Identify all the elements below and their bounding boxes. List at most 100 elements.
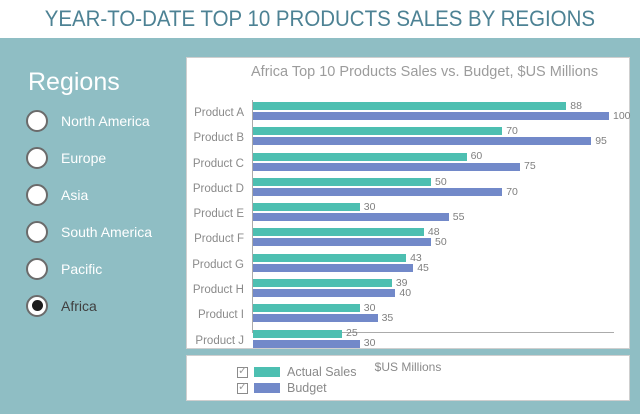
- radio-icon[interactable]: [26, 183, 48, 206]
- bar-row-product-b: Product B 70 95: [194, 125, 614, 150]
- radio-dot-icon: [32, 115, 43, 126]
- legend-items: ✓ Actual Sales ✓ Budget: [237, 365, 356, 397]
- actual-sales-bar: [253, 203, 360, 212]
- legend-label: Actual Sales: [287, 365, 357, 379]
- axis-caption: $US Millions: [374, 360, 442, 374]
- bar-value-label: 50: [435, 175, 447, 188]
- actual-sales-bar: [253, 329, 342, 338]
- budget-bar-line: 70: [253, 185, 614, 198]
- budget-bar-line: 75: [253, 160, 614, 173]
- budget-bar-line: 30: [253, 337, 614, 350]
- actual-sales-bar-line: 43: [253, 253, 614, 263]
- bar-row-product-i: Product I 30 35: [198, 302, 614, 327]
- bar-value-label: 70: [506, 185, 518, 198]
- legend-item-budget[interactable]: ✓ Budget: [237, 381, 356, 395]
- region-option-europe[interactable]: Europe: [26, 139, 186, 176]
- actual-sales-bar-line: 30: [253, 202, 614, 212]
- actual-sales-bar-line: 30: [253, 302, 614, 315]
- bar-value-label: 88: [570, 99, 582, 112]
- category-label: Product D: [192, 182, 244, 195]
- actual-sales-bar: [253, 228, 424, 237]
- checkbox-icon[interactable]: ✓: [237, 365, 248, 378]
- bar-value-label: 75: [524, 160, 536, 173]
- legend-panel: $US Millions ✓ Actual Sales ✓ Budget: [186, 355, 630, 401]
- radio-icon[interactable]: [26, 220, 48, 243]
- regions-heading: Regions: [28, 68, 120, 96]
- budget-bar: [253, 112, 609, 120]
- region-option-africa[interactable]: Africa: [26, 287, 186, 324]
- bar-row-product-d: Product D 50 70: [193, 175, 614, 201]
- region-option-label: North America: [61, 112, 150, 129]
- radio-dot-icon: [32, 226, 43, 237]
- actual-sales-bar-line: 70: [253, 125, 614, 138]
- category-label: Product J: [195, 334, 244, 347]
- bar-row-product-j: Product J 25 30: [195, 327, 614, 353]
- bar-value-label: 50: [435, 236, 447, 249]
- bar-chart-plot: Product A 88 100 Product B 70 95 Product C 60 75…: [192, 99, 631, 348]
- region-option-label: South America: [61, 223, 153, 240]
- bar-row-product-g: Product G 43 45: [192, 253, 614, 277]
- page-title: YEAR-TO-DATE TOP 10 PRODUCTS SALES BY RE…: [44, 6, 596, 31]
- checkmark-icon: ✓: [238, 380, 248, 393]
- budget-bar: [253, 162, 520, 171]
- actual-sales-bar: [253, 304, 360, 313]
- bar-value-label: 35: [381, 312, 394, 325]
- budget-bar-line: 45: [253, 261, 614, 274]
- actual-sales-bar: [253, 127, 503, 136]
- category-label: Product E: [193, 208, 245, 221]
- budget-bar: [253, 137, 592, 146]
- region-option-asia[interactable]: Asia: [26, 176, 186, 213]
- region-option-label: Africa: [61, 297, 97, 314]
- bar-value-label: 25: [346, 327, 358, 340]
- radio-icon[interactable]: [26, 109, 48, 132]
- bar-value-label: 45: [417, 261, 429, 274]
- legend-label: Budget: [287, 381, 327, 395]
- region-option-pacific[interactable]: Pacific: [26, 250, 186, 287]
- region-option-north-america[interactable]: North America: [26, 102, 186, 139]
- actual-sales-bar-line: 39: [253, 278, 614, 288]
- legend-item-actual-sales[interactable]: ✓ Actual Sales: [237, 365, 356, 379]
- region-option-label: Asia: [61, 186, 89, 203]
- legend-swatch: [254, 367, 280, 377]
- actual-sales-bar: [253, 253, 407, 262]
- radio-icon[interactable]: [26, 146, 48, 169]
- budget-bar-line: 95: [253, 135, 614, 148]
- radio-dot-icon: [32, 152, 43, 163]
- region-option-label: Europe: [61, 149, 107, 166]
- dashboard-body: Regions North America Europe Asia South Ame…: [0, 38, 640, 414]
- bar-value-label: 30: [363, 302, 376, 315]
- budget-bar-line: 35: [253, 312, 614, 325]
- budget-bar-line: 55: [253, 210, 614, 223]
- bar-value-label: 95: [595, 135, 607, 148]
- actual-sales-bar-line: 88: [253, 99, 614, 112]
- budget-bar: [253, 187, 503, 196]
- budget-bar: [253, 263, 414, 272]
- radio-icon[interactable]: [26, 257, 48, 280]
- actual-sales-bar-line: 50: [253, 175, 614, 188]
- bar-value-label: 60: [470, 150, 483, 163]
- radio-dot-icon: [31, 300, 43, 311]
- region-option-south-america[interactable]: South America: [26, 213, 186, 250]
- budget-bar-line: 50: [253, 236, 614, 249]
- category-label: Product G: [192, 258, 244, 271]
- bar-row-product-e: Product E 30 55: [194, 202, 614, 226]
- bar-row-product-h: Product H 39 40: [193, 278, 614, 302]
- chart-panel: Africa Top 10 Products Sales vs. Budget,…: [186, 57, 631, 349]
- regions-panel: Regions North America Europe Asia South Ame…: [0, 38, 186, 414]
- radio-dot-icon: [32, 189, 43, 200]
- bar-value-label: 55: [452, 210, 465, 223]
- bar-value-label: 40: [399, 286, 412, 299]
- bar-value-label: 48: [427, 226, 440, 239]
- bar-value-label: 30: [363, 337, 376, 350]
- bar-row-product-f: Product F 48 50: [194, 226, 614, 251]
- legend-swatch: [254, 383, 280, 393]
- budget-bar: [253, 314, 378, 323]
- bar-row-product-a: Product A 88 100: [194, 99, 630, 125]
- regions-radio-list: North America Europe Asia South America Paci…: [26, 102, 186, 324]
- radio-icon[interactable]: [26, 294, 48, 317]
- bar-value-label: 70: [506, 125, 518, 138]
- checkbox-icon[interactable]: ✓: [237, 380, 248, 394]
- budget-bar: [253, 213, 449, 222]
- category-label: Product H: [192, 284, 244, 297]
